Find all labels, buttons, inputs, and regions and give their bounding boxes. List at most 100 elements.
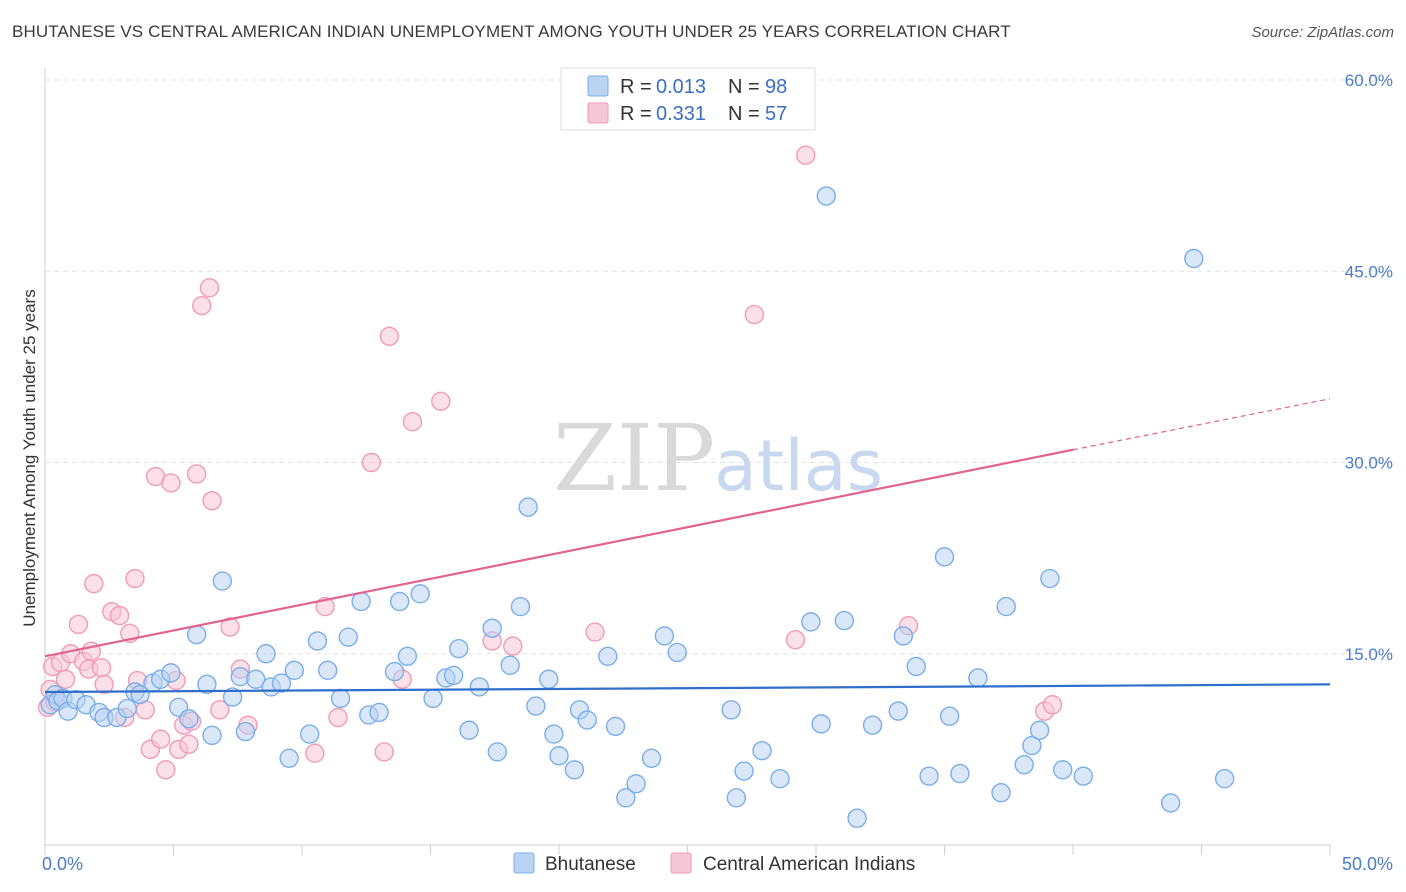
bhutanese-point [117,698,137,719]
bottom-legend-label-central-american-indians: Central American Indians [703,854,915,875]
central-american-indians-point [585,622,605,642]
central-american-indians-point [796,145,816,165]
trend-lines [44,398,1331,694]
bhutanese-point [1184,248,1204,269]
bhutanese-point [862,715,883,735]
bhutanese-point [991,783,1011,803]
bhutanese-point [179,709,199,729]
bhutanese-point [423,688,443,709]
bhutanese-point [577,710,597,730]
bhutanese-point [1040,568,1060,589]
bhutanese-point [307,631,328,651]
central-american-indians-point [785,630,806,650]
bhutanese-point [801,612,821,632]
bhutanese-point [598,646,618,666]
bhutanese-point [811,714,831,734]
bhutanese-point [518,497,538,517]
bhutanese-point [161,663,181,683]
bhutanese-point [338,627,358,647]
bhutanese-point [539,669,559,689]
bhutanese-point [284,660,304,681]
bhutanese-point [834,610,854,631]
y-axis-title: Unemployment Among Youth under 25 years [20,289,39,626]
legend-n-label-2: N = [728,103,760,125]
bhutanese-point [469,677,490,697]
legend-n-value-1: 98 [765,76,787,98]
bhutanese-point [1214,769,1235,789]
legend-n-value-2: 57 [765,103,787,125]
bhutanese-point [1073,766,1093,786]
grid-lines [45,79,1395,655]
bhutanese-point [222,687,243,707]
central-american-indians-point [379,326,400,346]
central-american-indians-trend-extension [1072,398,1331,451]
bhutanese-point [544,724,564,744]
bhutanese-point [616,788,636,808]
bhutanese-point [996,596,1016,617]
legend-swatch-bhutanese [587,75,609,97]
bhutanese-point [564,760,585,780]
bhutanese-point [667,642,687,663]
bhutanese-point [934,547,955,567]
central-american-indians-point [179,734,199,754]
central-american-indians-point [199,278,220,298]
bhutanese-point [487,742,508,762]
central-american-indians-point [109,605,130,626]
central-american-indians-point [91,658,112,678]
bottom-legend-label-bhutanese: Bhutanese [545,854,636,875]
bottom-legend-swatch-bhutanese [513,852,535,874]
chart-source: Source: ZipAtlas.com [1251,24,1394,41]
bhutanese-point [212,571,233,591]
bhutanese-point [246,669,266,689]
legend-r-label-2: R = [620,103,652,125]
legend-n-label-1: N = [728,76,760,98]
bhutanese-point [641,748,662,768]
central-american-indians-point [431,391,451,411]
bhutanese-point [605,716,626,737]
bhutanese-point [369,702,389,723]
bhutanese-point [197,674,217,695]
bhutanese-point [939,706,960,726]
central-american-indians-point [374,742,394,762]
y-tick-label: 60.0% [1345,71,1393,90]
bhutanese-point [510,596,531,617]
central-american-indians-point [156,760,176,780]
bhutanese-point [186,624,207,645]
bhutanese-point [482,618,502,638]
watermark: ZIP atlas [553,405,883,512]
bhutanese-point [279,748,299,768]
bottom-legend: Bhutanese Central American Indians [513,852,915,875]
bhutanese-point [500,655,520,675]
bhutanese-point [410,584,430,604]
bhutanese-point [847,808,867,828]
bhutanese-point [256,644,276,664]
bhutanese-point [330,688,351,709]
central-american-indians-point [125,568,145,589]
central-american-indians-point [186,464,207,484]
watermark-atlas: atlas [714,425,883,507]
x-tick-labels: 0.0% 50.0% [42,854,1393,874]
central-american-indians-point [315,596,335,617]
bhutanese-point [389,591,410,612]
bhutanese-point [906,656,926,677]
central-american-indians-point [84,573,104,594]
bhutanese-point [950,763,970,784]
bhutanese-point [1160,793,1181,813]
central-american-indians-point [55,669,76,689]
central-american-indians-point [402,412,423,432]
bhutanese-point [397,646,418,666]
central-american-indians-point [1042,695,1063,715]
bhutanese-point [1022,735,1042,756]
legend-r-value-2: 0.331 [656,103,706,125]
bhutanese-point [526,696,546,716]
y-tick-label: 15.0% [1345,645,1393,664]
central-american-indians-point [210,700,230,720]
bhutanese-point [130,684,150,705]
series-bhutanese [40,186,1235,828]
central-american-indians-point [192,295,212,316]
bhutanese-trend-line [44,683,1331,694]
bhutanese-point [770,769,790,789]
bhutanese-point [300,724,320,744]
bhutanese-point [654,626,675,646]
